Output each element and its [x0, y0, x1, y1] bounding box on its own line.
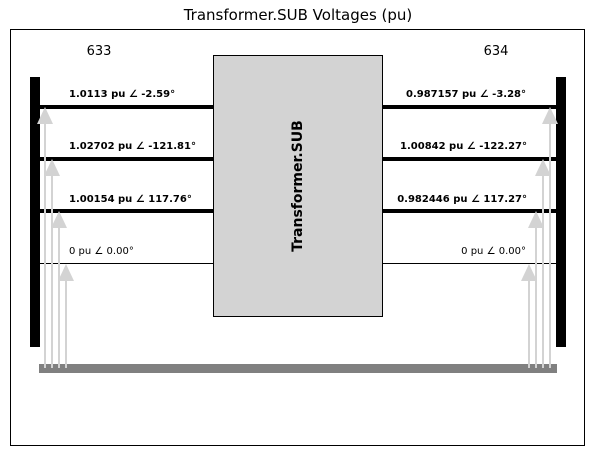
ground-bar	[39, 364, 557, 373]
transformer-box: Transformer.SUB	[213, 55, 383, 317]
plot-frame	[10, 29, 585, 446]
left-arrow-n-head	[58, 264, 74, 281]
right-phase-b-voltage: 1.00842 pu ∠ -122.27°	[400, 141, 527, 152]
bus-634-bar	[556, 77, 566, 347]
left-arrow-b-head	[44, 159, 60, 176]
right-neutral-voltage: 0 pu ∠ 0.00°	[461, 246, 526, 257]
left-phase-b-line	[39, 157, 214, 161]
bus-633-bar	[30, 77, 40, 347]
right-phase-a-line	[382, 105, 557, 109]
diagram-title: Transformer.SUB Voltages (pu)	[183, 6, 413, 24]
right-phase-a-voltage: 0.987157 pu ∠ -3.28°	[405, 89, 526, 100]
right-phase-c-voltage: 0.982446 pu ∠ 117.27°	[397, 194, 527, 205]
left-phase-b-voltage: 1.02702 pu ∠ -121.81°	[69, 141, 196, 152]
left-phase-c-voltage: 1.00154 pu ∠ 117.76°	[69, 194, 192, 205]
right-arrow-c-head	[528, 211, 544, 228]
right-phase-b-line	[382, 157, 557, 161]
right-arrow-a-head	[542, 107, 558, 124]
left-phase-a-voltage: 1.0113 pu ∠ -2.59°	[69, 89, 176, 100]
left-neutral-voltage: 0 pu ∠ 0.00°	[69, 246, 134, 257]
right-arrow-n-head	[521, 264, 537, 281]
bus-634-label: 634	[483, 44, 509, 59]
right-phase-c-line	[382, 209, 557, 213]
left-arrow-a-head	[37, 107, 53, 124]
bus-633-label: 633	[86, 44, 112, 59]
left-arrow-c-head	[51, 211, 67, 228]
left-phase-a-line	[39, 105, 214, 109]
left-phase-c-line	[39, 209, 214, 213]
right-arrow-b-head	[535, 159, 551, 176]
right-neutral-line	[382, 263, 557, 264]
left-neutral-line	[39, 263, 214, 264]
